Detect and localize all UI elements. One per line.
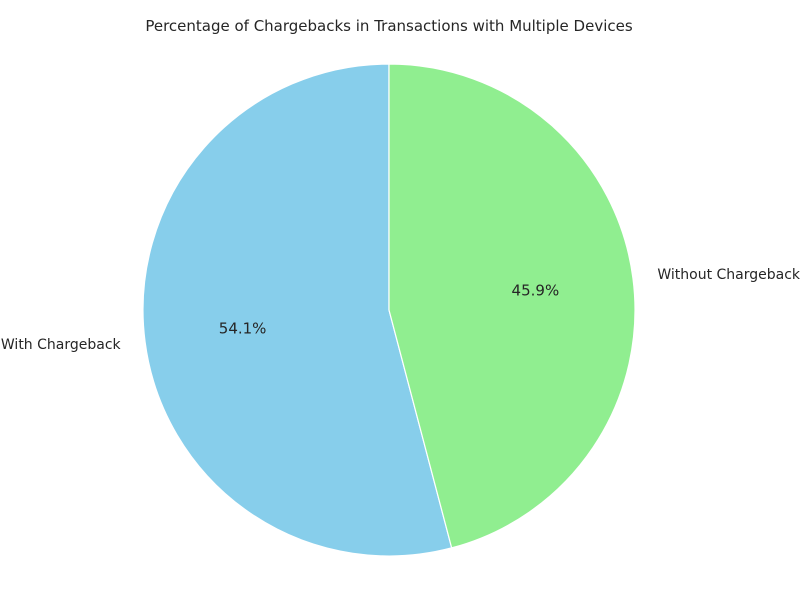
chart-title: Percentage of Chargebacks in Transaction… (145, 17, 633, 35)
pie-slice-without-chargeback (388, 63, 636, 549)
slice-label-with-chargeback: With Chargeback (1, 337, 122, 353)
pie-slice-with-chargeback (142, 63, 453, 557)
pie-labels: With Chargeback 54.1% Without Chargeback 45… (1, 267, 800, 353)
slice-percent-without-chargeback: 45.9% (512, 282, 560, 300)
pie-slices (142, 63, 636, 557)
slice-label-without-chargeback: Without Chargeback (657, 267, 800, 283)
slice-percent-with-chargeback: 54.1% (219, 319, 267, 337)
